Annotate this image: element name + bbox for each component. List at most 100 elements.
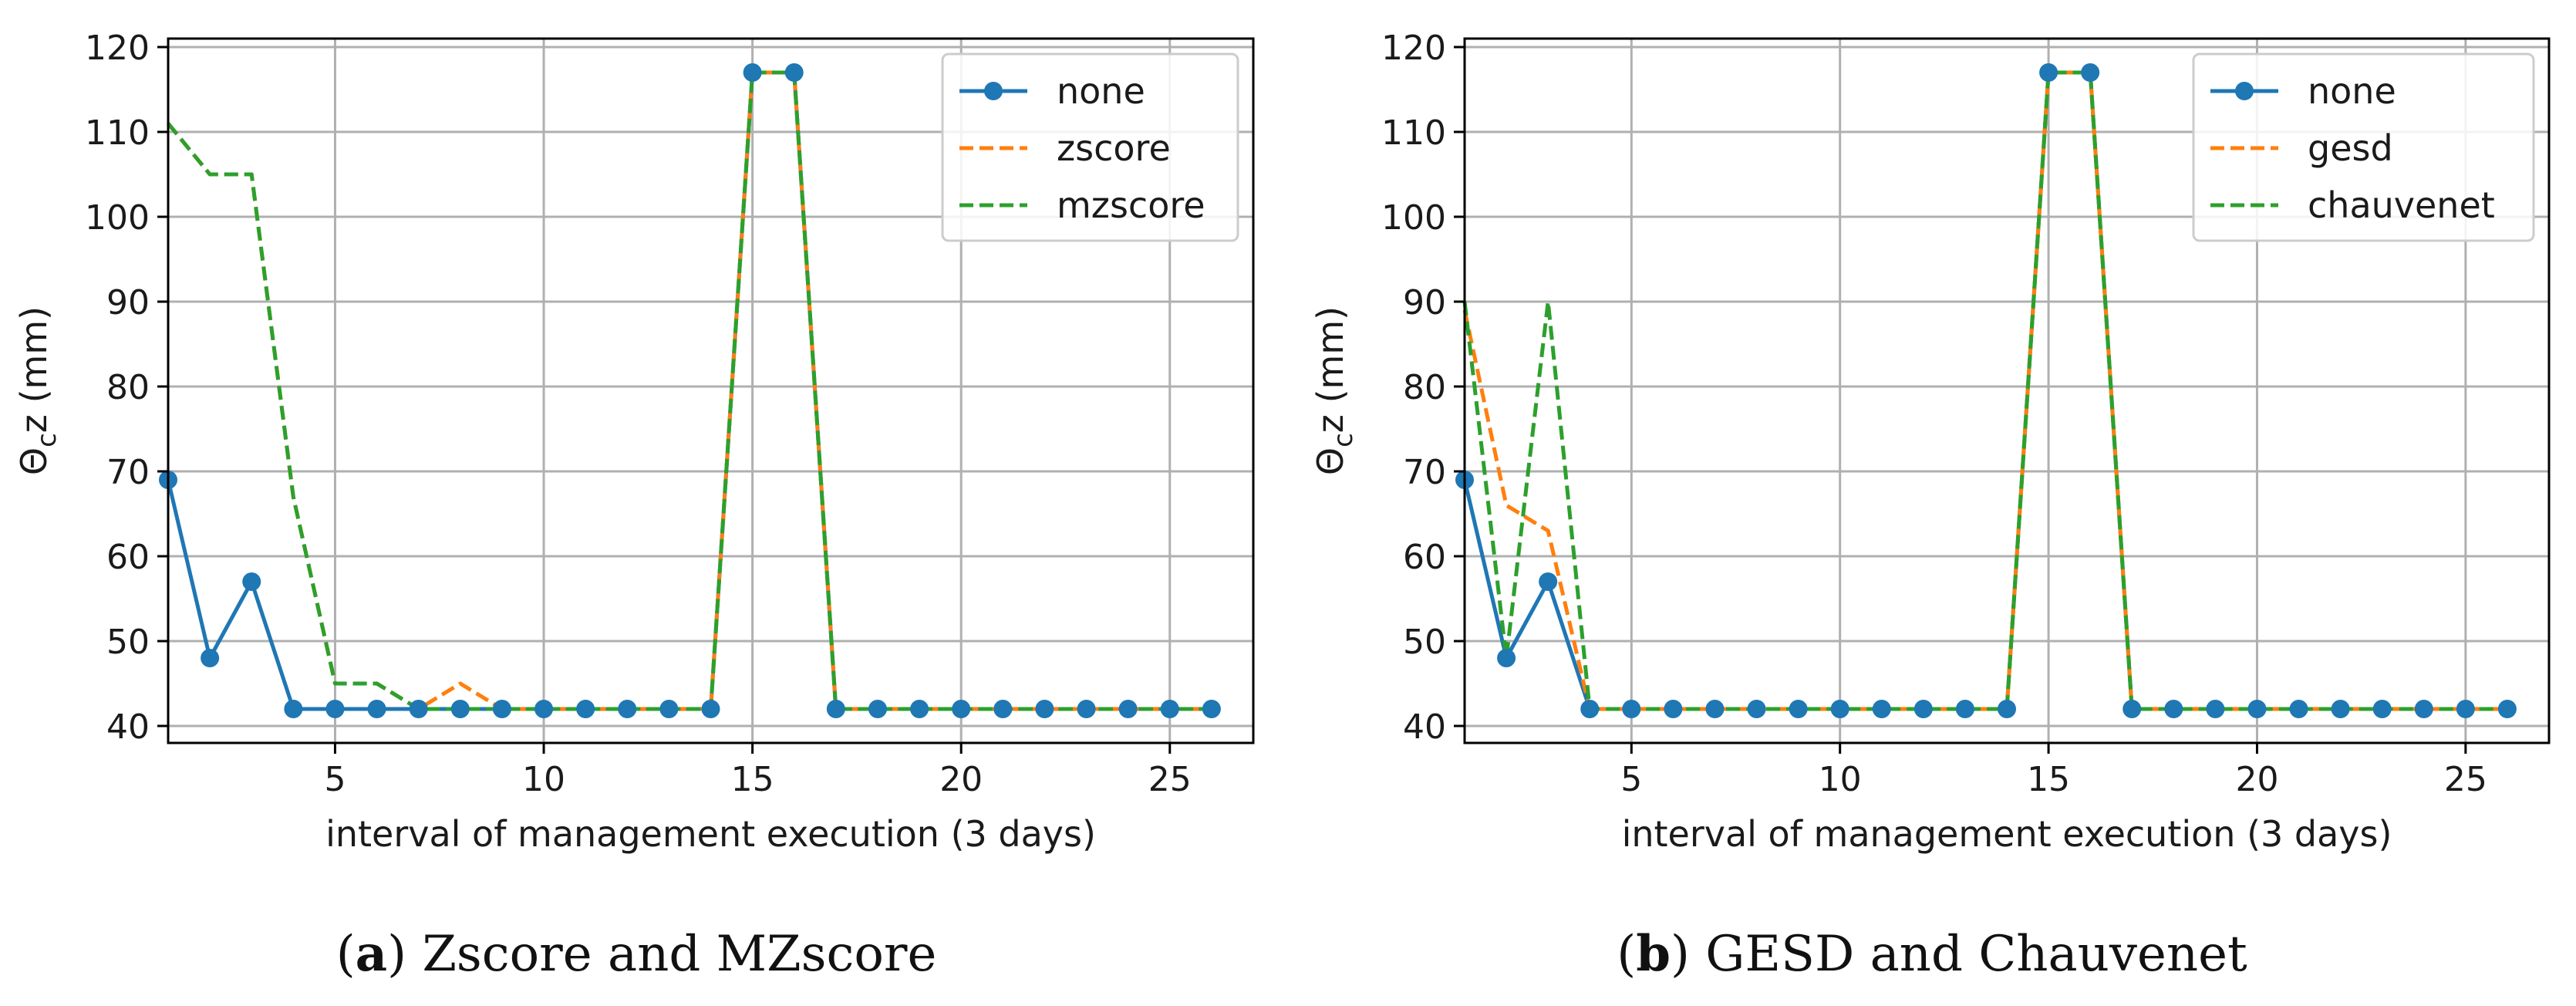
legend-marker-none: [984, 82, 1003, 100]
legend-marker-none: [2235, 82, 2254, 100]
data-point-none: [284, 700, 303, 718]
y-axis-label-main: Θ: [1310, 447, 1351, 475]
data-point-none: [2289, 700, 2308, 718]
legend-label-mzscore: mzscore: [1057, 184, 1205, 226]
x-tick-label: 20: [2235, 760, 2278, 799]
data-point-none: [1747, 700, 1766, 718]
data-point-none: [1497, 649, 1516, 667]
data-point-none: [2247, 700, 2267, 718]
data-point-none: [2164, 700, 2183, 718]
data-point-none: [1580, 700, 1600, 718]
plot-frame: [1463, 37, 2551, 744]
data-point-none: [784, 63, 804, 82]
data-point-none: [2372, 700, 2392, 718]
data-point-none: [2123, 700, 2142, 718]
caption-open: (: [336, 926, 356, 983]
data-point-none: [1160, 700, 1179, 718]
data-point-none: [1872, 700, 1891, 718]
caption-open: (: [1617, 926, 1636, 983]
y-tick-label: 60: [106, 538, 150, 577]
y-tick-label: 40: [1403, 707, 1446, 747]
y-tick-label: 50: [106, 623, 150, 662]
y-tick-label: 80: [1403, 368, 1446, 407]
y-axis-label-rest: z (mm): [13, 306, 55, 433]
data-point-none: [2206, 700, 2225, 718]
legend-label-zscore: zscore: [1057, 127, 1171, 169]
data-point-none: [367, 700, 386, 718]
data-point-none: [450, 700, 470, 718]
y-axis-label-rest: z (mm): [1310, 306, 1351, 433]
x-tick-label: 15: [731, 760, 774, 799]
y-axis-label-main: Θ: [13, 447, 55, 475]
data-point-none: [618, 700, 637, 718]
y-tick-label: 90: [106, 283, 150, 322]
data-point-none: [1955, 700, 1974, 718]
chart-panel-2: 5 10 15 20 25 40 50 60 70 80 90 100 110 120 interval o…: [1310, 29, 2551, 983]
caption-close: ): [387, 926, 406, 983]
y-tick-label: 80: [106, 368, 150, 407]
data-point-none: [2414, 700, 2433, 718]
caption-close: ): [1671, 926, 1690, 983]
data-point-none: [1913, 700, 1933, 718]
y-tick-label: 60: [1403, 538, 1446, 577]
data-point-none: [910, 700, 929, 718]
data-point-none: [1622, 700, 1641, 718]
series-line-mzscore: [167, 70, 1212, 711]
y-axis-label-sub: c: [32, 433, 62, 447]
y-tick-label: 50: [1403, 623, 1446, 662]
legend-label-gesd: gesd: [2308, 127, 2393, 169]
data-point-none: [1705, 700, 1725, 718]
y-tick-label: 100: [1381, 198, 1446, 238]
x-tick-label: 5: [324, 760, 346, 799]
data-point-none: [993, 700, 1013, 718]
data-point-none: [534, 700, 554, 718]
legend-label-none: none: [2308, 70, 2396, 112]
y-tick-label: 90: [1403, 283, 1446, 322]
data-point-none: [2081, 63, 2100, 82]
data-point-none: [826, 700, 845, 718]
x-axis-label: interval of management execution (3 days…: [325, 813, 1096, 855]
y-tick-label: 110: [1381, 113, 1446, 153]
data-point-none: [2331, 700, 2350, 718]
data-point-none: [1035, 700, 1054, 718]
x-tick-label: 10: [1819, 760, 1862, 799]
x-axis-label: interval of management execution (3 days…: [1622, 813, 2392, 855]
data-point-none: [492, 700, 511, 718]
legend: none zscore mzscore: [941, 52, 1239, 242]
y-axis-label: Θcz (mm): [13, 306, 62, 475]
chart-panel-1: 5 10 15 20 25 40 50 60 70 80 90 100 110 120 interval o…: [13, 29, 1255, 983]
x-tick-label: 15: [2027, 760, 2070, 799]
data-point-none: [2039, 63, 2058, 82]
data-point-none: [201, 649, 220, 667]
y-tick-label: 100: [85, 198, 150, 238]
y-tick-label: 120: [1381, 29, 1446, 68]
y-tick-label: 110: [85, 113, 150, 153]
data-point-none: [1664, 700, 1683, 718]
figure-caption: (a) Zscore and MZscore: [336, 925, 937, 983]
y-tick-label: 120: [85, 29, 150, 68]
data-point-none: [659, 700, 679, 718]
data-point-none: [242, 572, 261, 591]
legend-box: [2192, 52, 2535, 242]
y-tick-label: 70: [1403, 453, 1446, 492]
plot-frame: [167, 37, 1255, 744]
y-tick-label: 70: [106, 453, 150, 492]
x-tick-label: 10: [522, 760, 565, 799]
data-point-none: [2497, 700, 2517, 718]
x-tick-label: 25: [2444, 760, 2487, 799]
data-point-none: [1998, 700, 2016, 718]
y-axis-label: Θcz (mm): [1310, 306, 1359, 475]
data-point-none: [952, 700, 971, 718]
data-point-none: [325, 700, 345, 718]
caption-title: Zscore and MZscore: [406, 926, 936, 983]
data-point-none: [1830, 700, 1849, 718]
data-point-none: [1118, 700, 1138, 718]
data-point-none: [701, 700, 720, 718]
legend-label-none: none: [1057, 70, 1145, 112]
caption-letter: a: [356, 925, 387, 983]
data-point-none: [576, 700, 595, 718]
data-point-none: [409, 700, 428, 718]
y-axis-label-sub: c: [1328, 433, 1359, 447]
legend-box: [941, 52, 1239, 242]
x-tick-label: 25: [1148, 760, 1192, 799]
